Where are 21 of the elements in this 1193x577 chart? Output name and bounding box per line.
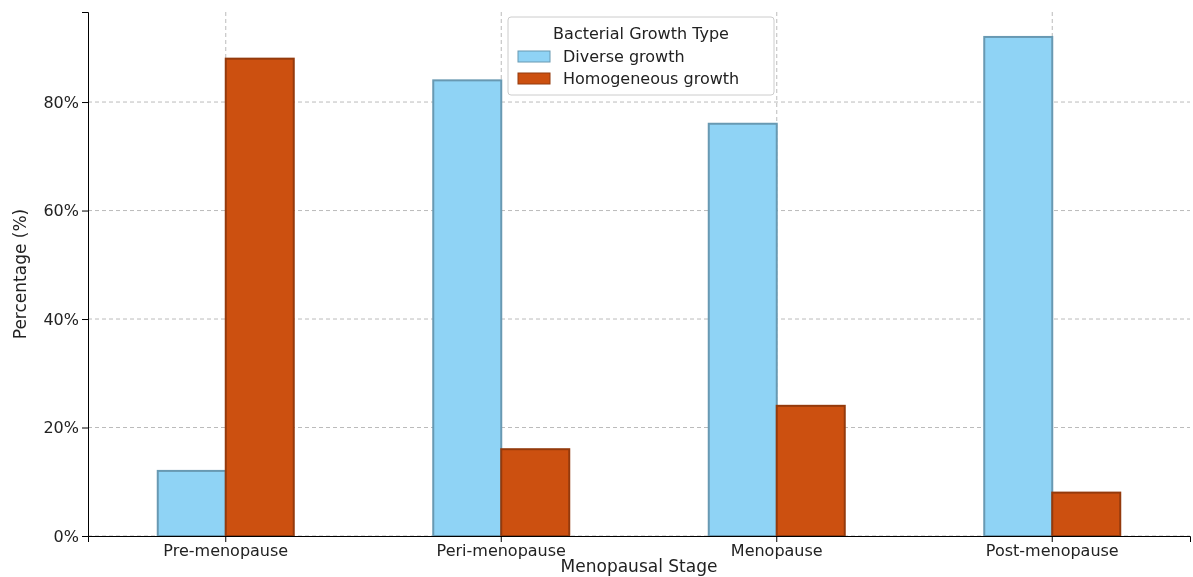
bar — [775, 404, 846, 537]
y-tick-label: 80% — [43, 92, 79, 112]
bar — [224, 57, 295, 537]
bar — [500, 448, 571, 537]
bar — [1051, 491, 1122, 537]
legend-label: Homogeneous growth — [563, 69, 740, 88]
bar — [707, 122, 778, 537]
x-tick-label: Menopause — [730, 541, 823, 561]
y-tick-label: 0% — [53, 526, 79, 546]
y-tick-label: 40% — [43, 309, 79, 329]
y-tick-label: 20% — [43, 418, 79, 438]
y-tick-label: 60% — [43, 201, 79, 221]
legend-title: Bacterial Growth Type — [553, 24, 729, 43]
bar — [983, 35, 1054, 537]
legend-label: Diverse growth — [563, 47, 685, 66]
x-tick-label: Pre-menopause — [163, 541, 289, 561]
x-axis-title: Menopausal Stage — [560, 556, 718, 576]
bar — [156, 469, 227, 537]
y-axis-title: Percentage (%) — [10, 208, 30, 340]
x-tick-label: Post-menopause — [985, 541, 1119, 561]
bar — [432, 79, 503, 537]
